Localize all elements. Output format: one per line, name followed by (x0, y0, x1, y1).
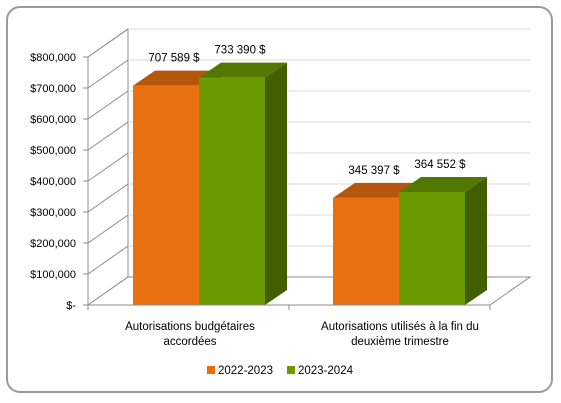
bars (133, 62, 487, 306)
bar-front (199, 77, 265, 305)
legend-swatch (287, 366, 295, 374)
legend-label: 2022-2023 (218, 365, 273, 377)
data-label: 733 390 $ (214, 45, 266, 57)
x-category-label: accordées (163, 336, 216, 348)
gridline-diagonal (87, 59, 129, 89)
data-label: 364 552 $ (414, 159, 466, 171)
gridline-diagonal (87, 152, 129, 182)
bar-front (399, 191, 465, 305)
bar-side (465, 176, 487, 305)
y-tick-label: $200,000 (30, 238, 76, 250)
gridline-diagonal (87, 214, 129, 244)
data-label: 345 397 $ (348, 165, 400, 177)
y-axis: $800,000 $700,000 $600,000 $500,000 $400,000… (30, 52, 89, 312)
y-tick-label: $400,000 (30, 176, 76, 188)
bar-1-1 (399, 176, 487, 305)
y-tick-label: $600,000 (30, 114, 76, 126)
y-tick-label: $500,000 (30, 145, 76, 157)
legend: 2022-2023 2023-2024 (207, 365, 354, 377)
y-tick-label: $- (66, 300, 76, 312)
x-category-label: deuxième trimestre (351, 336, 449, 348)
y-tick-label: $100,000 (30, 269, 76, 281)
bar-top (199, 62, 287, 78)
y-tick-label: $800,000 (30, 52, 76, 64)
y-tick-label: $300,000 (30, 207, 76, 219)
x-category-label: Autorisations utilisés à la fin du (321, 321, 479, 333)
gridline-diagonal (87, 121, 129, 151)
legend-swatch (207, 366, 215, 374)
data-label: 707 589 $ (148, 53, 200, 65)
x-axis: Autorisations budgétaires accordées Autori… (87, 304, 491, 348)
bar-1-0 (199, 62, 287, 305)
data-labels: 707 589 $ 733 390 $ 345 397 $ 364 552 $ (148, 45, 466, 177)
y-tick-label: $700,000 (30, 83, 76, 95)
gridline-diagonal (87, 183, 129, 213)
gridline-diagonal (87, 28, 129, 58)
bar-front (333, 197, 399, 305)
bar-front (133, 85, 199, 306)
gridline-diagonal (87, 245, 129, 275)
gridline-diagonal (87, 90, 129, 120)
x-category-label: Autorisations budgétaires (125, 321, 255, 333)
bar-side (265, 62, 287, 305)
bar-top (399, 176, 487, 192)
legend-label: 2023-2024 (298, 365, 354, 377)
